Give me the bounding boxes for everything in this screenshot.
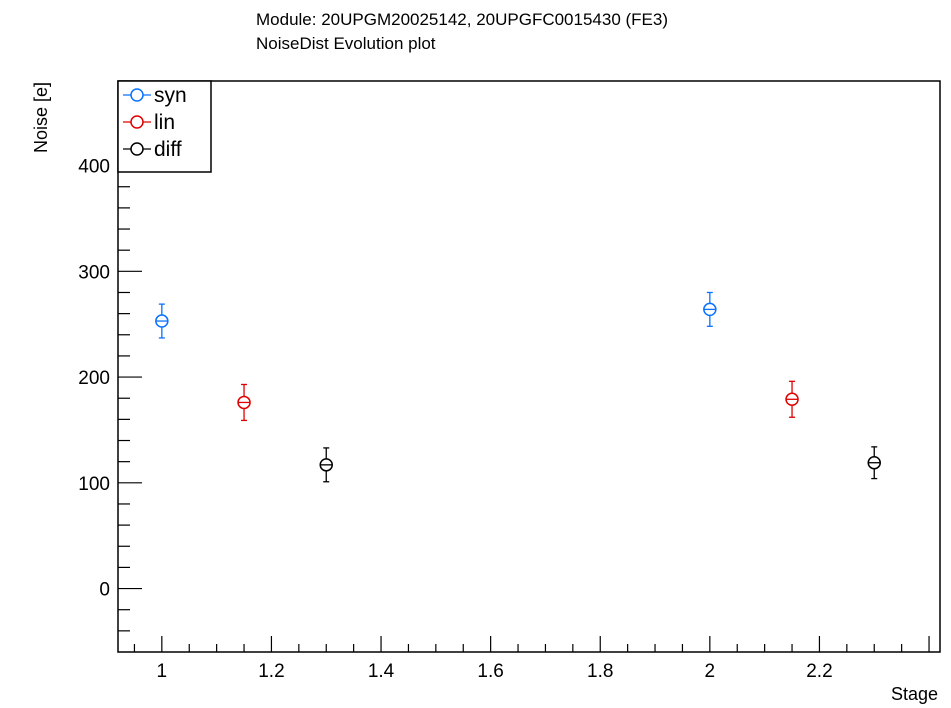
y-tick-label: 100 xyxy=(78,474,110,495)
y-axis-title: Noise [e] xyxy=(31,82,51,153)
data-point-lin xyxy=(237,383,251,422)
x-axis-title: Stage xyxy=(891,684,938,704)
legend-item-syn: syn xyxy=(123,84,187,107)
y-tick-label: 0 xyxy=(99,580,110,601)
y-tick-label: 400 xyxy=(78,157,110,178)
data-point-diff xyxy=(319,447,333,483)
legend: syn lin diff xyxy=(117,80,212,173)
x-axis-tick-labels: 1 1.2 1.4 1.6 1.8 2 2.2 xyxy=(157,661,833,682)
legend-marker xyxy=(130,142,144,156)
data-point-lin xyxy=(785,380,799,418)
plot-frame xyxy=(117,80,941,653)
data-point-diff xyxy=(867,446,881,480)
legend-label: diff xyxy=(154,138,182,161)
legend-label: syn xyxy=(154,84,187,107)
y-tick-label: 200 xyxy=(78,368,110,389)
legend-label: lin xyxy=(154,111,175,134)
chart-title: Module: 20UPGM20025142, 20UPGFC0015430 (… xyxy=(256,10,669,29)
x-tick-label: 1.8 xyxy=(587,661,613,682)
x-tick-label: 1.2 xyxy=(258,661,284,682)
x-axis-ticks xyxy=(133,636,930,652)
legend-item-lin: lin xyxy=(123,111,175,134)
y-axis-tick-labels: 0 100 200 300 400 xyxy=(78,157,110,601)
data-point-syn xyxy=(703,291,717,327)
chart-title-block: Module: 20UPGM20025142, 20UPGFC0015430 (… xyxy=(256,8,668,56)
legend-item-diff: diff xyxy=(123,138,182,161)
data-points xyxy=(155,291,881,483)
y-tick-label: 300 xyxy=(78,262,110,283)
chart-subtitle: NoiseDist Evolution plot xyxy=(256,34,436,53)
x-tick-label: 2 xyxy=(705,661,716,682)
x-tick-label: 1 xyxy=(157,661,168,682)
x-tick-label: 2.2 xyxy=(806,661,832,682)
x-tick-label: 1.6 xyxy=(477,661,503,682)
x-tick-label: 1.4 xyxy=(368,661,395,682)
data-point-syn xyxy=(155,303,169,339)
legend-marker xyxy=(130,88,144,102)
legend-marker xyxy=(130,115,144,129)
